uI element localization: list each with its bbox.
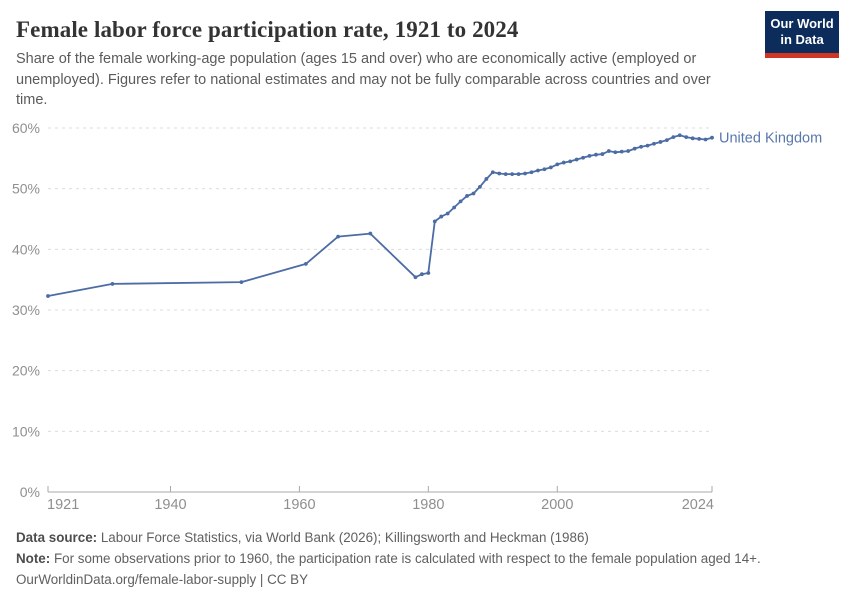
y-axis-label-50: 50% [12, 181, 40, 197]
data-point-1992 [503, 172, 508, 177]
data-point-2003 [574, 157, 579, 162]
owid-logo-box: Our World in Data [765, 11, 839, 53]
x-axis-label-1940: 1940 [154, 497, 186, 513]
data-point-1978 [413, 275, 418, 280]
citation-separator: | [256, 572, 268, 587]
data-point-2012 [632, 146, 637, 151]
data-point-2023 [703, 137, 708, 142]
data-point-2021 [690, 136, 695, 141]
data-point-2004 [581, 155, 585, 160]
data-point-2000 [555, 162, 560, 167]
data-point-2016 [658, 140, 663, 144]
data-point-1991 [497, 171, 502, 176]
data-point-2006 [594, 152, 598, 157]
note-label: Note: [16, 551, 51, 566]
data-point-2005 [587, 154, 592, 158]
note-line: Note: For some observations prior to 196… [16, 548, 826, 569]
chart-footer: Data source: Labour Force Statistics, vi… [16, 527, 826, 590]
data-point-2010 [619, 149, 624, 154]
data-point-2017 [664, 138, 669, 143]
series-line [47, 134, 713, 297]
data-point-1986 [465, 194, 469, 198]
y-axis-label-60: 60% [12, 120, 40, 136]
x-axis-label-1921: 1921 [47, 497, 79, 513]
license-label: CC BY [267, 572, 309, 587]
data-point-1931 [110, 282, 115, 286]
data-point-1951 [239, 280, 244, 284]
entity-label: United Kingdom [719, 131, 822, 147]
data-point-2014 [645, 143, 650, 148]
data-point-1981 [432, 219, 437, 224]
data-point-1984 [452, 205, 457, 210]
data-source-line: Data source: Labour Force Statistics, vi… [16, 527, 826, 548]
data-point-1993 [510, 172, 515, 177]
data-point-2013 [639, 144, 643, 149]
data-point-1988 [478, 184, 482, 189]
x-axis-label-2024: 2024 [682, 497, 714, 513]
data-point-1989 [484, 177, 489, 181]
data-point-2009 [613, 150, 618, 155]
data-source-label: Data source: [16, 530, 98, 545]
page-title: Female labor force participation rate, 1… [16, 17, 519, 42]
data-point-2020 [684, 135, 689, 140]
y-axis-label-10: 10% [12, 423, 40, 439]
data-source-text: Labour Force Statistics, via World Bank … [100, 530, 589, 545]
data-point-1998 [542, 167, 547, 172]
data-point-1983 [445, 211, 450, 216]
data-point-1999 [548, 165, 553, 170]
data-point-1994 [516, 172, 521, 177]
data-point-1971 [368, 231, 373, 236]
data-point-2015 [652, 141, 656, 146]
data-point-1966 [336, 234, 340, 239]
data-point-1921 [46, 294, 50, 298]
data-point-1961 [303, 261, 308, 266]
data-point-2024 [710, 135, 714, 140]
data-point-1997 [536, 168, 540, 173]
x-axis-label-1960: 1960 [283, 497, 315, 513]
y-axis-label-0: 0% [20, 484, 40, 500]
data-point-1979 [420, 272, 424, 277]
y-axis-label-40: 40% [12, 241, 40, 257]
owid-logo-line2: in Data [780, 32, 824, 48]
note-text: For some observations prior to 1960, the… [53, 551, 761, 566]
data-point-2022 [697, 137, 702, 141]
data-point-1987 [471, 191, 476, 196]
data-point-2011 [626, 149, 631, 153]
data-point-2002 [568, 159, 573, 164]
owid-logo-line1: Our World [770, 16, 834, 31]
owid-logo-red-bar [765, 52, 839, 58]
owid-logo[interactable]: Our World in Data [765, 11, 839, 58]
data-point-1990 [490, 170, 495, 175]
citation-line: OurWorldinData.org/female-labor-supply |… [16, 569, 826, 590]
data-point-1985 [458, 199, 463, 204]
data-point-2018 [671, 135, 676, 140]
y-axis-label-30: 30% [12, 302, 40, 318]
chart-subtitle: Share of the female working-age populati… [16, 51, 711, 109]
data-point-1996 [529, 170, 534, 175]
data-point-2007 [600, 152, 605, 156]
data-point-2019 [677, 133, 682, 138]
x-axis-label-1980: 1980 [412, 497, 444, 513]
data-point-1980 [426, 271, 431, 275]
data-point-1982 [439, 214, 444, 219]
data-point-1995 [523, 171, 527, 176]
x-axis-label-2000: 2000 [541, 497, 573, 513]
data-point-2008 [606, 149, 611, 153]
owid-url-link[interactable]: OurWorldinData.org/female-labor-supply [16, 572, 257, 587]
y-axis-label-20: 20% [12, 363, 40, 379]
line-chart: 0% 10% 20% 30% 40% 50% 60% 1921 1940 1960 1980 2000… [12, 120, 822, 513]
data-point-2001 [561, 160, 566, 165]
